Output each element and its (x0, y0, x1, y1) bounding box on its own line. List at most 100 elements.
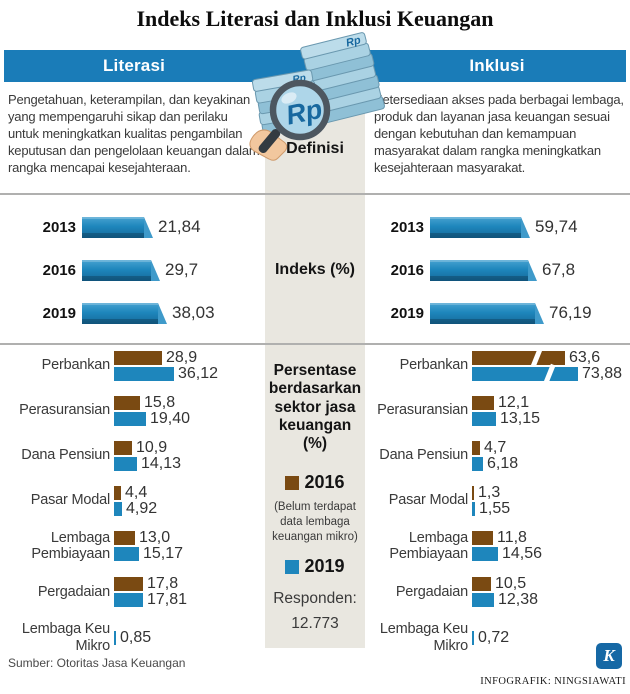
bar-value: 4,4 (125, 483, 148, 501)
sector-bars: 11,8 14,56 (472, 529, 628, 562)
bar-value: 15,17 (143, 545, 184, 563)
bar-value: 19,40 (150, 409, 191, 427)
index-row-2013: 2013 21,84 (28, 215, 262, 239)
inklusi-definition-text: Ketersediaan akses pada berbagai lembaga… (374, 92, 624, 175)
bar-line-2019: 17,81 (114, 591, 262, 607)
sector-bars: 4,7 6,18 (472, 439, 628, 471)
index-bar-2019 (82, 302, 167, 324)
sector-row-pasar-modal: Pasar Modal 1,3 1,55 (372, 484, 628, 517)
axis-break-mark (543, 363, 556, 384)
header-inklusi: Inklusi (469, 56, 525, 75)
money-stack-right: Rp (300, 32, 385, 125)
bar-2016-dana-pensiun (114, 440, 132, 455)
page-title: Indeks Literasi dan Inklusi Keuangan (136, 6, 494, 31)
magnifier-money-illustration: Rp Rp Rp (249, 32, 385, 161)
legend-2019-label: 2019 (304, 556, 345, 576)
index-row-2019: 2019 38,03 (28, 301, 262, 325)
year-label: 2019 (390, 304, 424, 322)
index-row-2016: 2016 29,7 (28, 258, 262, 282)
bar-value: 13,15 (500, 409, 541, 427)
bar-value: 63,6 (569, 348, 601, 366)
sector-chart-inklusi: Perbankan 63,6 73,88 Perasuransian 12,1 13,15… (372, 347, 628, 668)
index-chart-literasi: 2013 21,84 2016 29,7 2019 38,03 (28, 215, 262, 344)
bar-value: 1,55 (479, 499, 511, 517)
bar-2019-perasuransian (472, 411, 496, 426)
bar-line-2016: 12,1 (472, 394, 628, 410)
sector-label-text: Lembaga Pembiayaan (389, 530, 468, 563)
index-value: 59,74 (535, 217, 578, 236)
responden-label: Responden: (273, 590, 357, 607)
indeks-section-label: Indeks (%) (274, 261, 355, 278)
legend-swatch-2019 (285, 559, 300, 574)
bar-value: 36,12 (178, 364, 219, 382)
sector-label-text: Pergadaian (37, 583, 110, 600)
sector-label-text: Lembaga Keu Mikro (21, 621, 110, 654)
sector-bars: 0,72 (472, 629, 628, 645)
sector-bars: 13,0 15,17 (114, 530, 262, 563)
bar-line-2016: 4,4 (114, 483, 262, 501)
sector-row-pergadaian: Pergadaian 10,5 12,38 (372, 574, 628, 608)
index-value: 29,7 (165, 260, 199, 279)
sector-row-lembaga-keu-mikro: Lembaga Keu Mikro 0,85 (6, 621, 262, 653)
sector-label-text: Perbankan (399, 357, 469, 374)
index-value: 38,03 (172, 303, 215, 322)
bar-2016-perbankan (114, 350, 162, 365)
index-value: 76,19 (549, 303, 592, 322)
sector-bars: 12,1 13,15 (472, 394, 628, 427)
bar-line-2019: 36,12 (114, 364, 262, 382)
bar-value: 4,92 (126, 499, 158, 517)
sector-bars: 15,8 19,40 (114, 394, 262, 427)
sector-label-text: Perbankan (41, 357, 111, 374)
bar-line-2016: 10,9 (114, 439, 262, 455)
responden-value: 12.773 (291, 615, 339, 632)
bar-value: 12,38 (498, 590, 539, 608)
bar-2016-pasar-modal (114, 485, 121, 500)
bar-value: 11,8 (497, 529, 527, 547)
bar-line-2019: 1,55 (472, 499, 628, 517)
bar-2019-perbankan (114, 366, 174, 381)
sector-label-text: Pergadaian (395, 583, 468, 600)
year-label: 2019 (42, 304, 76, 322)
sector-row-lembaga-pembiayaan: Lembaga Pembiayaan 13,0 15,17 (6, 530, 262, 563)
bar-value: 10,5 (495, 574, 527, 592)
bar-2016-pasar-modal (472, 485, 474, 500)
source-note: Sumber: Otoritas Jasa Keuangan (8, 656, 186, 670)
legend-swatch-2016 (285, 475, 300, 490)
sector-bars: 17,8 17,81 (114, 575, 262, 607)
sector-label-text: Pasar Modal (388, 492, 468, 509)
bar-2019-pasar-modal (114, 501, 122, 516)
bar-line-2019: 15,17 (114, 545, 262, 563)
bar-line-2019: 14,13 (114, 454, 262, 472)
bar-2019-lembaga-keu-mikro (114, 630, 116, 645)
bar-value: 0,85 (120, 628, 152, 646)
sector-row-perasuransian: Perasuransian 12,1 13,15 (372, 394, 628, 427)
bar-line-2019: 12,38 (472, 590, 628, 608)
index-bar-2013 (430, 216, 530, 238)
bar-2019-lembaga-keu-mikro (472, 630, 474, 645)
sector-label-text: Perasuransian (19, 402, 110, 419)
bar-line-2016: 28,9 (114, 349, 262, 365)
header-literasi: Literasi (102, 56, 166, 75)
index-bar-2016 (430, 259, 537, 281)
rp-label: Rp (345, 34, 362, 49)
bar-line-2016: 1,3 (472, 484, 628, 500)
sector-label-text: Dana Pensiun (21, 447, 110, 464)
bar-line-2019: 0,72 (472, 629, 628, 645)
bar-2016-pergadaian (114, 576, 143, 591)
index-value: 21,84 (158, 217, 201, 236)
sector-bars: 0,85 (114, 628, 262, 646)
bar-2019-dana-pensiun (472, 456, 483, 471)
sector-section-label: Persentase berdasarkan sektor jasa keuan… (268, 362, 362, 453)
definisi-label: Definisi (286, 140, 344, 157)
sector-label-text: Perasuransian (377, 402, 468, 419)
sector-row-pasar-modal: Pasar Modal 4,4 4,92 (6, 483, 262, 517)
year-label: 2013 (42, 218, 76, 236)
bar-line-2019: 6,18 (472, 455, 628, 471)
bar-value: 14,13 (141, 454, 182, 472)
bar-2019-pergadaian (114, 592, 143, 607)
bar-2019-pergadaian (472, 592, 494, 607)
sector-row-lembaga-keu-mikro: Lembaga Keu Mikro 0,72 (372, 621, 628, 653)
sector-bars: 63,6 73,88 (472, 347, 628, 384)
sector-bars: 1,3 1,55 (472, 484, 628, 517)
